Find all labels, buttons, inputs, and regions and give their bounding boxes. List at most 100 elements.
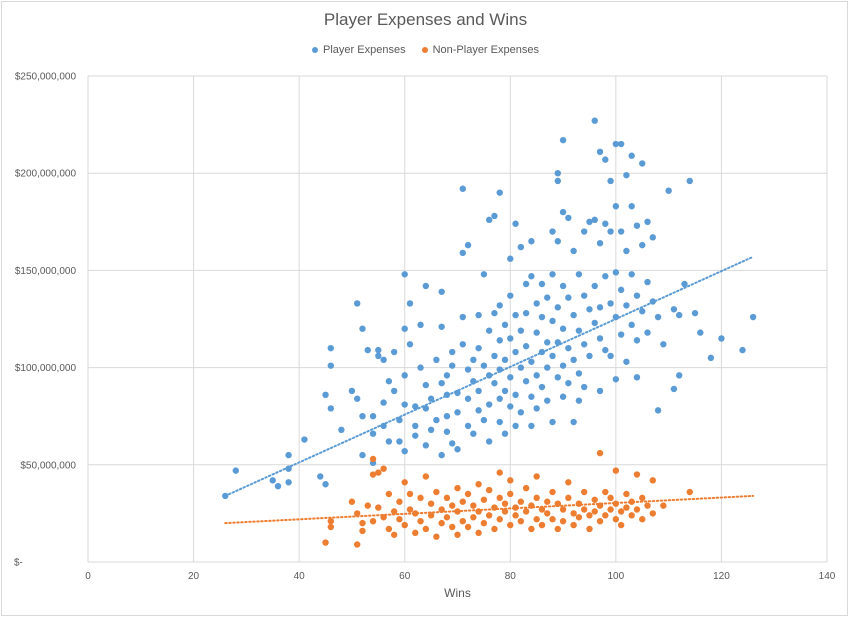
player-expenses-point xyxy=(549,317,556,325)
player-expenses-point xyxy=(401,325,408,332)
non-player-expenses-point xyxy=(544,510,551,517)
non-player-expenses-point xyxy=(427,512,435,519)
player-expenses-point xyxy=(533,372,540,379)
player-expenses-point xyxy=(427,426,435,434)
player-expenses-point xyxy=(718,335,725,342)
player-expenses-point xyxy=(602,156,609,163)
player-expenses-point xyxy=(644,278,651,286)
player-expenses-point xyxy=(544,339,551,346)
non-player-expenses-point xyxy=(417,494,424,502)
player-expenses-point xyxy=(570,311,577,319)
x-axis-label: Wins xyxy=(444,586,471,600)
player-expenses-point xyxy=(485,216,493,224)
non-player-expenses-point xyxy=(575,514,583,521)
non-player-expenses-point xyxy=(412,529,419,537)
player-expenses-point xyxy=(559,282,567,290)
y-tick-label: $250,000,000 xyxy=(15,72,77,83)
player-expenses-point xyxy=(554,170,561,177)
player-expenses-point xyxy=(491,309,498,317)
non-player-expenses-point xyxy=(591,508,598,515)
non-player-expenses-point xyxy=(602,512,609,519)
non-player-expenses-point xyxy=(422,525,430,533)
player-expenses-point xyxy=(512,348,519,356)
player-expenses-point xyxy=(359,451,366,459)
player-expenses-point xyxy=(633,222,641,229)
player-expenses-point xyxy=(496,189,503,196)
player-expenses-point xyxy=(406,300,414,307)
non-player-expenses-point xyxy=(501,500,509,507)
non-player-expenses-point xyxy=(596,449,604,457)
legend-label-non-player-expenses: Non-Player Expenses xyxy=(432,44,539,56)
player-expenses-point xyxy=(623,247,630,255)
player-expenses-point xyxy=(639,308,646,315)
player-expenses-point xyxy=(617,331,625,338)
non-player-expenses-point xyxy=(443,494,451,502)
player-expenses-point xyxy=(533,329,540,336)
player-expenses-point xyxy=(707,354,715,362)
player-expenses-point xyxy=(459,313,466,321)
player-expenses-point xyxy=(522,378,530,385)
player-expenses-point xyxy=(433,356,440,364)
player-expenses-point xyxy=(438,379,445,387)
non-player-expenses-point xyxy=(480,519,488,527)
player-expenses-point xyxy=(464,422,472,430)
non-player-expenses-point xyxy=(538,506,546,513)
player-expenses-point xyxy=(554,177,561,185)
player-expenses-point xyxy=(554,238,561,245)
non-player-expenses-point xyxy=(544,498,551,505)
legend-marker-player-expenses xyxy=(312,47,319,53)
player-expenses-point xyxy=(464,395,472,402)
player-expenses-point xyxy=(628,271,635,278)
non-player-expenses-point xyxy=(660,502,667,509)
player-expenses-point xyxy=(464,241,472,249)
player-expenses-point xyxy=(612,140,620,148)
player-expenses-point xyxy=(580,228,588,235)
non-player-expenses-point xyxy=(348,498,356,505)
player-expenses-point xyxy=(623,358,630,365)
player-expenses-point xyxy=(369,430,377,437)
player-expenses-point xyxy=(412,403,419,410)
non-player-expenses-point xyxy=(559,506,567,513)
non-player-expenses-point xyxy=(565,494,572,502)
player-expenses-point xyxy=(591,117,598,124)
player-expenses-point xyxy=(459,185,466,192)
non-player-expenses-point xyxy=(464,490,472,498)
player-expenses-point xyxy=(549,418,556,426)
player-expenses-point xyxy=(596,239,604,247)
y-tick-label: $50,000,000 xyxy=(20,460,76,471)
player-expenses-point xyxy=(454,446,461,453)
x-tick-label: 60 xyxy=(399,571,411,582)
player-expenses-point xyxy=(612,376,620,383)
player-expenses-point xyxy=(401,447,408,455)
player-expenses-point xyxy=(517,364,525,371)
non-player-expenses-point xyxy=(644,502,651,509)
player-expenses-point xyxy=(396,438,403,445)
non-player-expenses-point xyxy=(628,512,635,519)
non-player-expenses-point xyxy=(364,502,371,509)
player-expenses-point xyxy=(522,280,530,288)
player-expenses-point xyxy=(596,304,604,311)
player-expenses-point xyxy=(512,311,519,319)
non-player-expenses-point xyxy=(406,506,414,513)
non-player-expenses-point xyxy=(633,506,641,513)
player-expenses-point xyxy=(522,309,530,317)
player-expenses-point xyxy=(617,286,625,294)
player-expenses-point xyxy=(580,383,588,391)
player-expenses-point xyxy=(322,391,329,399)
player-expenses-point xyxy=(676,372,683,379)
non-player-expenses-point xyxy=(443,514,451,521)
non-player-expenses-point xyxy=(369,455,377,463)
player-expenses-point xyxy=(507,335,514,342)
player-expenses-point xyxy=(443,413,451,420)
player-expenses-point xyxy=(433,416,440,424)
player-expenses-point xyxy=(591,216,598,224)
player-expenses-point xyxy=(628,321,635,329)
player-expenses-point xyxy=(496,366,503,373)
non-player-expenses-point xyxy=(475,481,482,488)
non-player-expenses-point xyxy=(438,506,445,513)
player-expenses-point xyxy=(449,362,456,369)
non-player-expenses-point xyxy=(512,512,519,519)
player-expenses-point xyxy=(528,422,535,430)
player-expenses-point xyxy=(385,378,393,385)
non-player-expenses-point xyxy=(375,504,382,511)
